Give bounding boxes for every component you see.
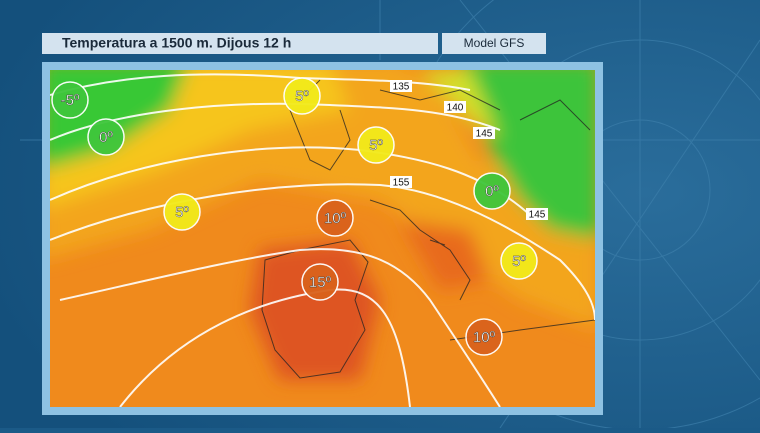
map (50, 70, 595, 407)
isoline-label-box (390, 80, 412, 92)
temperature-bubble (283, 77, 321, 115)
temperature-bubble (316, 199, 354, 237)
temperature-label: 5º (295, 88, 309, 105)
isoline-label: 145 (529, 210, 546, 221)
isoline-label-box (444, 101, 466, 113)
isoline-label: 145 (476, 129, 493, 140)
model-label: Model GFS (464, 36, 525, 50)
temperature-bubble (473, 172, 511, 210)
temperature-label: 10º (473, 329, 496, 346)
temperature-bubble (465, 318, 503, 356)
isoline-label-box (473, 127, 495, 139)
temperature-bubble (51, 81, 89, 119)
model-box (442, 33, 546, 54)
temperature-bubble (301, 263, 339, 301)
isoline-label-box (526, 208, 548, 220)
temperature-label: 5º (175, 204, 189, 221)
temperature-label: 10º (324, 210, 347, 227)
temperature-label: 5º (512, 253, 526, 270)
temperature-bubble (163, 193, 201, 231)
temperature-label: 0º (485, 183, 499, 200)
title: Temperatura a 1500 m. Dijous 12 h (62, 35, 291, 51)
temperature-label: -5º (61, 92, 80, 109)
temperature-bubble (500, 242, 538, 280)
isoline-label-box (390, 176, 412, 188)
isoline-label: 135 (393, 82, 410, 93)
temperature-label: 5º (369, 137, 383, 154)
temperature-bubble (87, 118, 125, 156)
temperature-label: 15º (309, 274, 332, 291)
title-bar (42, 33, 438, 54)
temperature-label: 0º (99, 129, 113, 146)
isoline-label: 140 (447, 103, 464, 114)
temperature-bubble (357, 126, 395, 164)
isoline-label: 155 (393, 178, 410, 189)
